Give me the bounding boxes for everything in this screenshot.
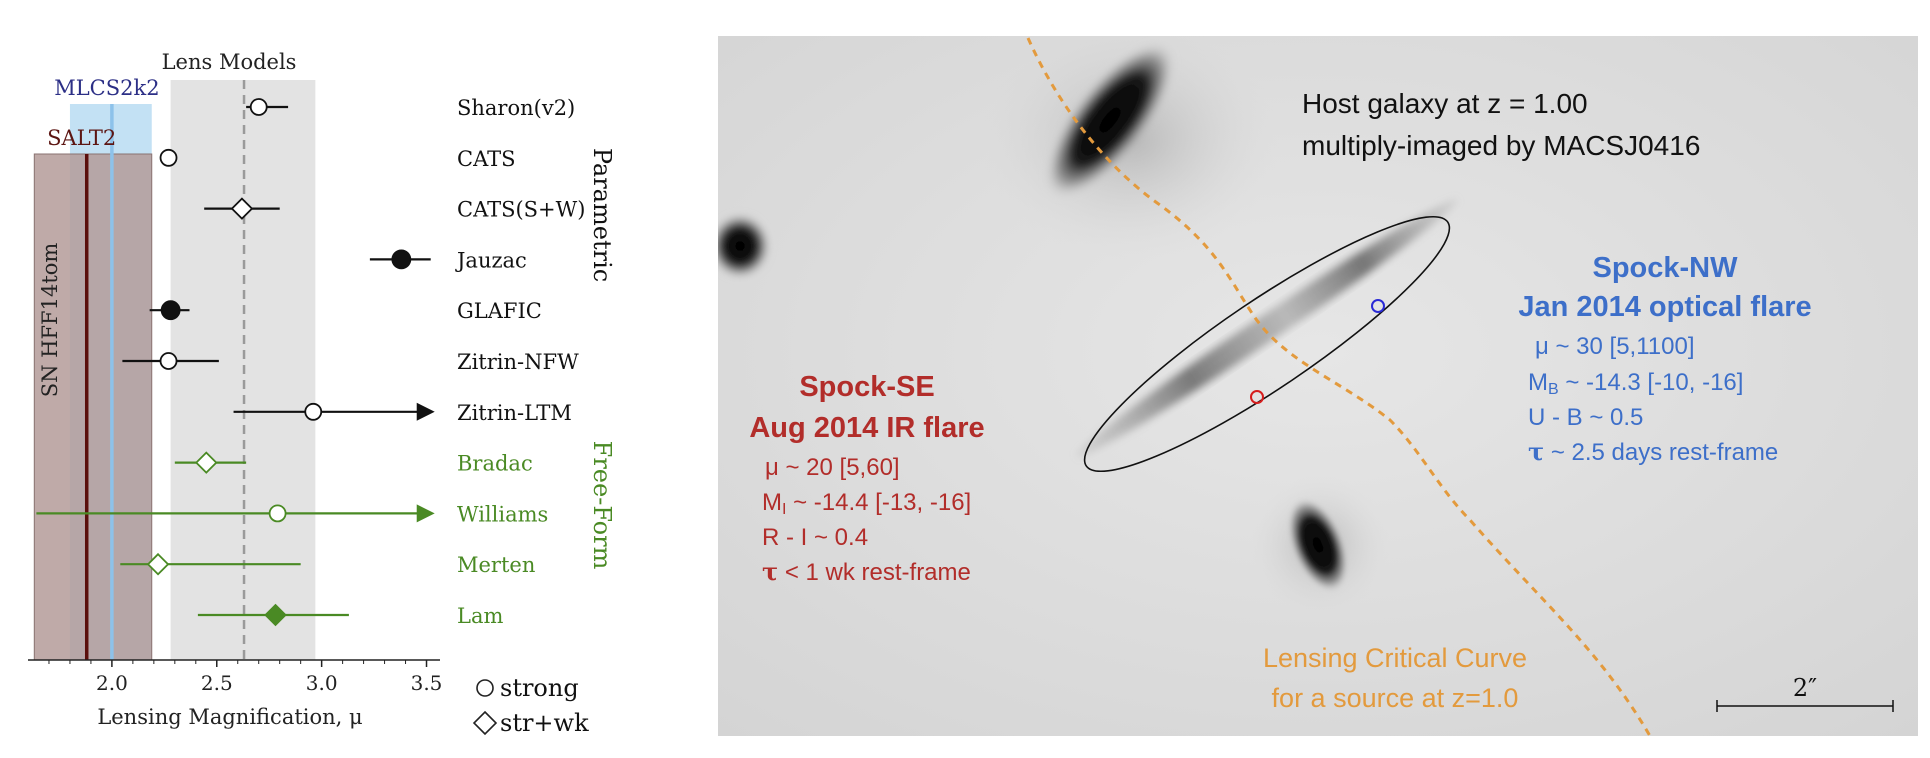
- model-row-williams: Williams: [36, 502, 548, 526]
- marker-glafic: [160, 300, 181, 321]
- marker-cats: [159, 148, 178, 167]
- model-label-cats: CATS: [457, 147, 515, 171]
- spock-se-magnitude: MI ~ -14.4 [-13, -16]: [762, 489, 971, 518]
- host-galaxy-line2: multiply-imaged by MACSJ0416: [1302, 130, 1700, 161]
- model-row-zitrin-nfw: Zitrin-NFW: [122, 350, 579, 374]
- critical-curve-label-line2: for a source at z=1.0: [1272, 683, 1519, 713]
- model-row-bradac: Bradac: [174, 451, 533, 476]
- scale-bar-label: 2″: [1793, 674, 1817, 702]
- cluster-galaxy-bottom: [1287, 497, 1349, 593]
- bands-layer: [33, 80, 316, 661]
- spock-se-color-index: R - I ~ 0.4: [762, 524, 868, 551]
- arc-outline-ellipse: [1083, 215, 1451, 473]
- band-salt2: [33, 153, 153, 661]
- model-label-lam: Lam: [457, 604, 503, 628]
- model-label-sharon-v2: Sharon(v2): [457, 96, 575, 120]
- x-ticks: 2.0 2.5 3.0 3.5: [48, 660, 443, 695]
- model-row-zitrin-ltm: Zitrin-LTM: [233, 401, 572, 425]
- spock-nw-subtitle: Jan 2014 optical flare: [1518, 291, 1811, 323]
- marker-zitrin-nfw: [159, 352, 178, 370]
- lensed-arc: [1076, 198, 1458, 458]
- model-row-cats-s-w: CATS(S+W): [204, 197, 585, 222]
- model-label-jauzac: Jauzac: [455, 248, 527, 272]
- spock-nw-marker-icon: [1371, 299, 1385, 313]
- band-label-mlcs2k2: MLCS2k2: [54, 76, 159, 100]
- spock-nw-color-index: U - B ~ 0.5: [1528, 404, 1643, 431]
- model-row-merten: Merten: [120, 552, 535, 577]
- band-label-salt2: SALT2: [47, 126, 116, 150]
- marker-williams: [268, 504, 287, 523]
- host-galaxy-line1: Host galaxy at z = 1.00: [1302, 88, 1588, 119]
- legend-diamond-open-icon: [472, 710, 498, 736]
- x-tick-label-2: 3.0: [306, 671, 338, 695]
- magnification-chart: Lens Models MLCS2k2 SALT2 SN HFF14tom Sh…: [28, 50, 616, 737]
- model-label-merten: Merten: [457, 553, 535, 577]
- model-label-zitrin-ltm: Zitrin-LTM: [457, 401, 572, 425]
- x-axis-label: Lensing Magnification, μ: [97, 705, 362, 729]
- model-row-sharon-v2: Sharon(v2): [246, 96, 575, 120]
- arrow-williams-icon: [416, 504, 435, 523]
- model-row-cats: CATS: [159, 147, 515, 171]
- legend-circle-open-icon: [476, 679, 494, 697]
- marker-lam: [264, 603, 287, 627]
- model-row-lam: Lam: [197, 603, 503, 628]
- spock-se-mu: μ ~ 20 [5,60]: [765, 454, 900, 481]
- group-label-free-form: Free-Form: [588, 441, 616, 570]
- spock-se-marker-icon: [1250, 390, 1264, 404]
- critical-curve: [1026, 37, 1652, 736]
- critical-curve-label-line1: Lensing Critical Curve: [1263, 643, 1527, 673]
- marker-cats-s-w: [230, 197, 254, 220]
- legend-label-str-wk: str+wk: [500, 709, 589, 737]
- spock-nw-annotation: Spock-NW Jan 2014 optical flare μ ~ 30 […: [1518, 252, 1811, 466]
- marker-bradac: [195, 451, 218, 474]
- marker-jauzac: [391, 249, 412, 270]
- model-label-cats-s-w: CATS(S+W): [457, 198, 585, 222]
- spock-se-title: Spock-SE: [799, 371, 934, 403]
- marker-zitrin-ltm: [304, 402, 323, 421]
- model-label-glafic: GLAFIC: [457, 299, 542, 323]
- legend-label-strong: strong: [500, 674, 579, 702]
- spock-nw-title: Spock-NW: [1593, 252, 1739, 284]
- spock-nw-timescale: τ ~ 2.5 days rest-frame: [1528, 437, 1778, 466]
- model-label-zitrin-nfw: Zitrin-NFW: [457, 350, 579, 374]
- model-row-jauzac: Jauzac: [369, 248, 527, 272]
- x-tick-label-3: 3.5: [411, 671, 443, 695]
- spock-se-subtitle: Aug 2014 IR flare: [749, 412, 984, 444]
- model-rows: Sharon(v2) CATS CATS(S+W) Jauzac GLAFIC Zitri…: [36, 96, 585, 628]
- side-label-sn-hff14tom: SN HFF14tom: [38, 243, 62, 398]
- marker-sharon-v2: [249, 98, 268, 116]
- spock-se-timescale: τ < 1 wk rest-frame: [762, 557, 971, 586]
- group-label-parametric: Parametric: [588, 148, 616, 282]
- model-row-glafic: GLAFIC: [149, 299, 542, 323]
- cluster-galaxy-left: [718, 214, 770, 278]
- cluster-galaxy-top: [1044, 41, 1176, 199]
- spock-nw-magnitude: MB ~ -14.3 [-10, -16]: [1528, 369, 1743, 398]
- scale-bar: 2″: [1716, 674, 1894, 712]
- sky-background: [718, 36, 1918, 736]
- spock-nw-mu: μ ~ 30 [5,1100]: [1535, 333, 1695, 360]
- arrow-zitrin-ltm-icon: [416, 402, 435, 421]
- x-tick-label-0: 2.0: [96, 671, 128, 695]
- hst-image-panel: Host galaxy at z = 1.00 multiply-imaged …: [718, 36, 1918, 736]
- spock-se-annotation: Spock-SE Aug 2014 IR flare μ ~ 20 [5,60]…: [749, 371, 984, 586]
- marker-merten: [146, 552, 170, 576]
- model-label-bradac: Bradac: [457, 452, 533, 476]
- legend: strong str+wk: [472, 674, 589, 737]
- band-label-lens-models: Lens Models: [162, 50, 297, 74]
- model-label-williams: Williams: [457, 502, 548, 526]
- x-tick-label-1: 2.5: [201, 671, 233, 695]
